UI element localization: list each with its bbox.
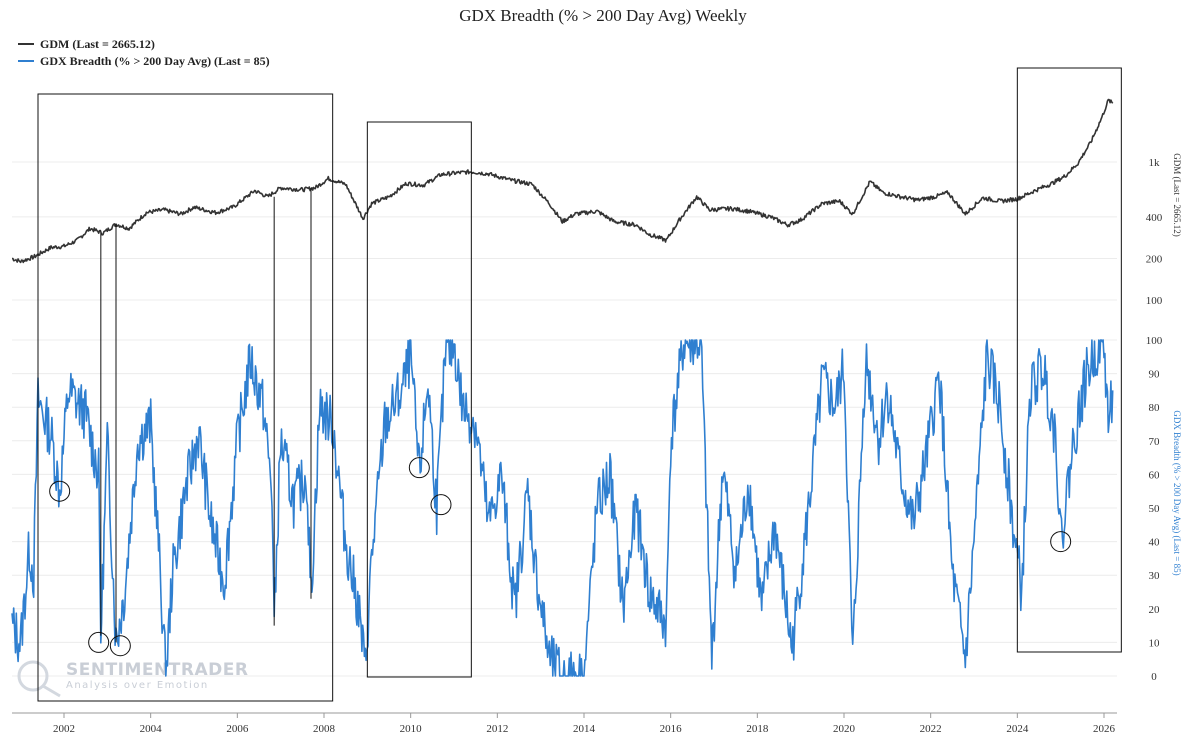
- annotation-box: [37, 93, 334, 702]
- lower-y-tick-label: 100: [1146, 335, 1163, 347]
- chart-title: GDX Breadth (% > 200 Day Avg) Weekly: [459, 6, 747, 25]
- x-tick-label: 2018: [746, 723, 769, 735]
- legend: GDM (Last = 2665.12) GDX Breadth (% > 20…: [18, 37, 270, 68]
- upper-y-tick-label: 100: [1146, 295, 1163, 307]
- lower-y-tick-label: 40: [1149, 537, 1161, 549]
- annotation-box: [1016, 67, 1122, 653]
- series-layer: [11, 98, 1114, 677]
- annotation-circle: [1050, 531, 1072, 553]
- x-tick-label: 2010: [400, 723, 423, 735]
- legend-label-breadth[interactable]: GDX Breadth (% > 200 Day Avg) (Last = 85…: [40, 54, 270, 68]
- annotation-circle: [88, 631, 110, 653]
- lower-y-tick-label: 80: [1149, 402, 1161, 414]
- x-tick-label: 2016: [660, 723, 683, 735]
- x-tick-label: 2008: [313, 723, 336, 735]
- upper-axis-title: GDM (Last = 2665.12): [1172, 153, 1182, 237]
- annotation-circle: [408, 457, 430, 479]
- gridlines: [12, 161, 1117, 677]
- x-axis: 2002 2004 2006 2008 2010 2012 2014 2016 2018 2020…: [12, 712, 1117, 735]
- lower-y-tick-label: 20: [1149, 604, 1161, 616]
- x-tick-label: 2002: [53, 723, 75, 735]
- lower-y-tick-label: 90: [1149, 369, 1161, 381]
- annotation-circle: [49, 480, 71, 502]
- lower-y-tick-label: 50: [1149, 503, 1161, 515]
- x-tick-label: 2004: [140, 723, 163, 735]
- x-tick-label: 2006: [226, 723, 249, 735]
- x-tick-label: 2020: [833, 723, 856, 735]
- lower-y-tick-label: 10: [1149, 637, 1161, 649]
- lower-y-tick-label: 0: [1151, 671, 1157, 683]
- x-tick-label: 2024: [1006, 723, 1029, 735]
- upper-y-tick-label: 200: [1146, 253, 1163, 265]
- watermark-logo-handle: [42, 684, 61, 698]
- gdm-line: [12, 98, 1114, 264]
- watermark-brand: SENTIMENTRADER: [66, 660, 248, 680]
- annotation-circle: [430, 494, 452, 516]
- x-tick-label: 2014: [573, 723, 596, 735]
- x-tick-label: 2022: [920, 723, 942, 735]
- annotation-layer: [37, 67, 1122, 702]
- x-tick-label: 2012: [486, 723, 508, 735]
- upper-y-tick-label: 400: [1146, 212, 1163, 224]
- legend-label-gdm[interactable]: GDM (Last = 2665.12): [40, 37, 155, 51]
- lower-y-tick-label: 70: [1149, 436, 1161, 448]
- breadth-line: [11, 339, 1114, 677]
- lower-y-tick-label: 60: [1149, 469, 1161, 481]
- x-tick-label: 2026: [1093, 723, 1116, 735]
- annotation-box: [366, 121, 472, 678]
- annotation-circle: [109, 635, 131, 657]
- upper-y-tick-label: 1k: [1149, 157, 1161, 169]
- watermark-logo-icon: [17, 660, 49, 692]
- watermark-tagline: Analysis over Emotion: [66, 680, 209, 691]
- lower-y-tick-label: 30: [1149, 570, 1161, 582]
- watermark: SENTIMENTRADER Analysis over Emotion: [17, 660, 248, 698]
- lower-axis-title: GDX Breadth (% > 200 Day Avg) (Last = 85…: [1172, 410, 1182, 575]
